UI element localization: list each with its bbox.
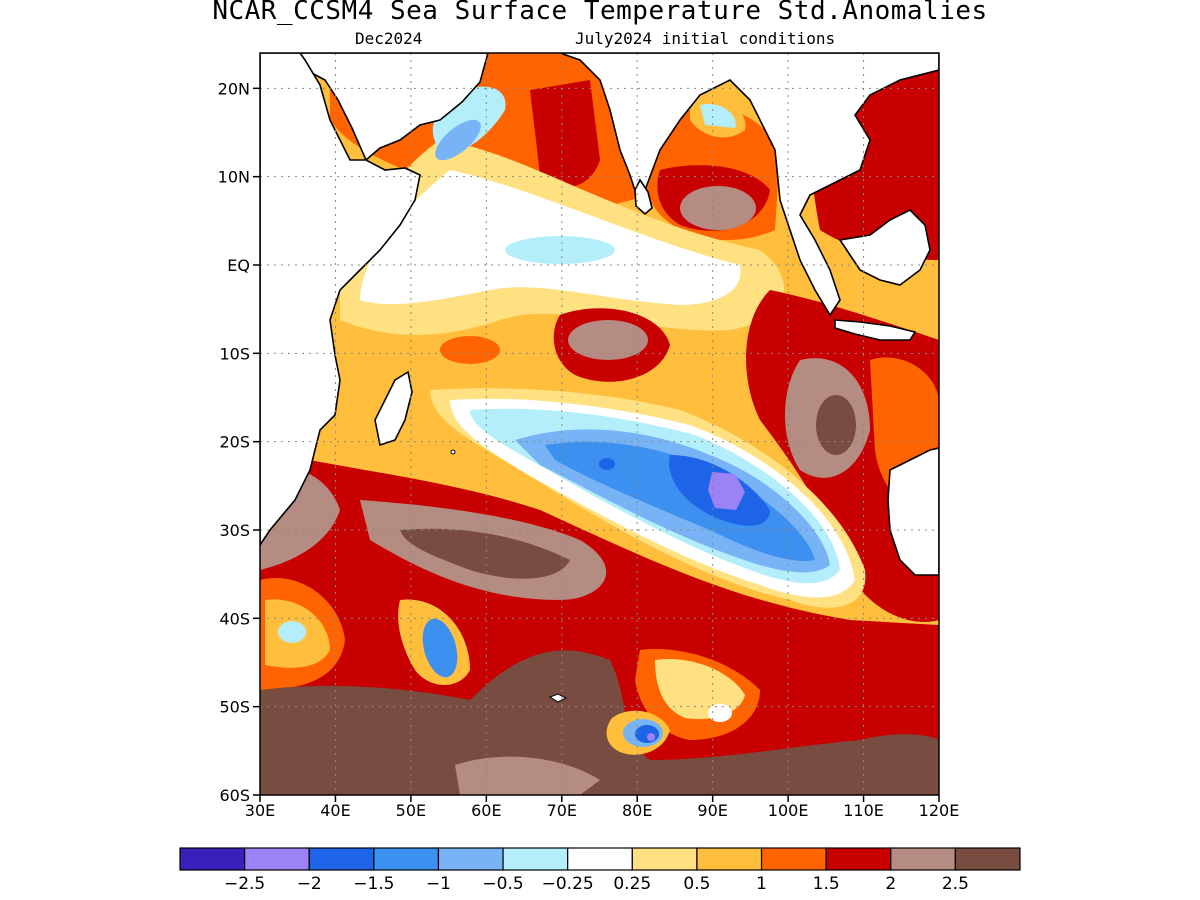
x-axis-ticks: 30E 40E 50E 60E 70E 80E 90E 100E 110E 120E — [245, 795, 960, 820]
anomaly-bay-cyan — [700, 104, 736, 128]
anomaly-patch-brown — [568, 320, 648, 360]
colorbar-label: 2 — [885, 874, 896, 894]
anomaly-neg-darkblue-dot — [599, 458, 615, 470]
colorbar: −2.5 −2 −1.5 −1 −0.5 −0.25 0.25 0.5 1 1.5 2 2.5 — [179, 847, 1021, 894]
y-tick-label: 10N — [218, 168, 250, 187]
y-tick-label: 60S — [219, 786, 250, 805]
colorbar-label: −1 — [426, 874, 451, 894]
colorbar-swatch — [696, 847, 763, 871]
x-tick-label: 90E — [697, 801, 727, 820]
anomaly-kerguelen-blue — [422, 618, 458, 678]
x-tick-label: 40E — [320, 801, 350, 820]
anomaly-arabian-blue — [435, 119, 481, 161]
arabian-peninsula — [260, 53, 489, 162]
land — [260, 53, 939, 576]
y-tick-label: EQ — [227, 256, 250, 275]
map-frame — [259, 52, 940, 796]
colorbar-label: −2.5 — [224, 874, 265, 894]
colorbar-swatch — [244, 847, 310, 871]
anomaly-cold-spot-purple — [647, 733, 655, 741]
colorbar-label: −0.5 — [482, 874, 523, 894]
africa — [260, 53, 421, 547]
anomaly-field — [260, 53, 939, 795]
colorbar-swatch — [179, 847, 246, 871]
y-tick-label: 50S — [219, 698, 250, 717]
colorbar-label: 1 — [756, 874, 767, 894]
anomaly-patch-orange — [440, 336, 500, 364]
y-tick-label: 30S — [219, 521, 250, 540]
anomaly-neg-blue — [545, 441, 815, 561]
x-tick-label: 30E — [245, 801, 275, 820]
x-tick-label: 120E — [919, 801, 960, 820]
map-title: NCAR_CCSM4 Sea Surface Temperature Std.A… — [212, 0, 988, 26]
anomaly-southern-ocean-brown — [260, 650, 939, 795]
anomaly-south-darkbrown — [400, 528, 570, 579]
java — [834, 319, 917, 341]
anomaly-south-yellow — [655, 659, 745, 720]
lat-lon-grid — [260, 53, 939, 795]
x-tick-label: 100E — [768, 801, 809, 820]
colorbar-swatch — [825, 847, 892, 871]
forecast-month: Dec2024 — [355, 29, 423, 48]
australia — [887, 447, 939, 576]
colorbar-swatch — [567, 847, 633, 871]
anomaly-south-white — [708, 704, 732, 722]
anomaly-cold-spot-blue — [635, 725, 659, 743]
madagascar — [374, 370, 413, 447]
colorbar-swatch — [954, 847, 1021, 871]
x-tick-label: 70E — [547, 801, 577, 820]
x-tick-label: 80E — [622, 801, 652, 820]
colorbar-label: 0.5 — [683, 874, 710, 894]
colorbar-swatch — [631, 847, 698, 871]
anomaly-neg-purple — [708, 472, 745, 510]
anomaly-bay-brown — [680, 186, 756, 230]
colorbar-swatch — [760, 847, 827, 871]
anomaly-equatorial-cyan — [505, 236, 615, 264]
y-tick-label: 20S — [219, 433, 250, 452]
colorbar-swatch — [437, 847, 504, 871]
borneo — [838, 209, 931, 286]
anomaly-east-darkbrown — [816, 395, 856, 455]
y-tick-label: 10S — [219, 344, 250, 363]
y-axis-ticks: 20N 10N EQ 10S 20S 30S 40S 50S 60S — [218, 79, 260, 805]
y-tick-label: 40S — [219, 609, 250, 628]
colorbar-label: −2 — [297, 874, 322, 894]
colorbar-swatch — [308, 847, 375, 871]
x-tick-label: 110E — [843, 801, 884, 820]
colorbar-swatch — [373, 847, 440, 871]
india-southeast-asia — [559, 53, 939, 317]
anomaly-sw-cyan — [278, 621, 306, 643]
mauritius — [450, 449, 456, 455]
colorbar-swatch — [502, 847, 569, 871]
colorbar-label: 1.5 — [813, 874, 840, 894]
colorbar-label: 2.5 — [942, 874, 969, 894]
colorbar-label: 0.25 — [613, 874, 651, 894]
y-tick-label: 20N — [218, 79, 250, 98]
colorbar-swatch — [890, 847, 956, 871]
anomaly-southern-ocean-lightbrown — [455, 756, 600, 795]
initial-conditions-label: July2024 initial conditions — [575, 29, 836, 48]
colorbar-label: −0.25 — [542, 874, 594, 894]
sri-lanka — [634, 178, 653, 216]
colorbar-label: −1.5 — [353, 874, 394, 894]
anomaly-arabian-red — [530, 80, 600, 187]
x-tick-label: 50E — [396, 801, 426, 820]
kerguelen — [548, 693, 568, 703]
x-tick-label: 60E — [471, 801, 501, 820]
